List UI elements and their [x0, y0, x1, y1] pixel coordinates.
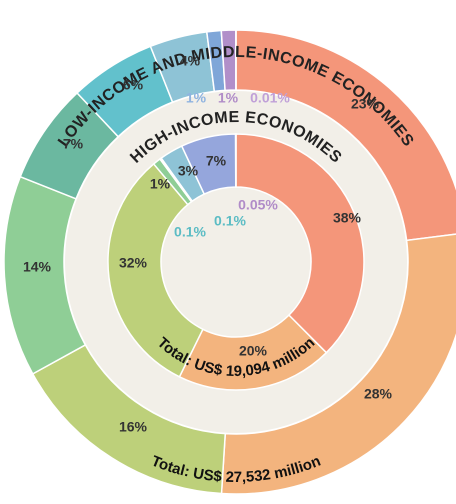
value-label: 4% — [180, 53, 201, 69]
value-label: 1% — [186, 90, 207, 106]
value-label: 0.05% — [238, 197, 278, 213]
value-label: 38% — [333, 210, 362, 226]
pie-slice — [107, 162, 204, 378]
pie-slice — [220, 233, 456, 495]
value-label: 0.1% — [174, 224, 206, 240]
pie-slice — [235, 29, 456, 242]
pie-slice — [235, 133, 365, 354]
value-label: 1% — [150, 176, 171, 192]
value-label: 6% — [123, 77, 144, 93]
value-label: 7% — [206, 153, 227, 169]
value-label: 28% — [364, 386, 393, 402]
value-label: 3% — [178, 163, 199, 179]
value-label: 23% — [351, 96, 380, 112]
value-label: 1% — [218, 90, 239, 106]
value-label: 32% — [119, 255, 148, 271]
value-label: 16% — [119, 419, 148, 435]
value-label: 0.01% — [250, 90, 290, 106]
value-label: 0.1% — [214, 213, 246, 229]
value-label: 7% — [63, 136, 84, 152]
value-label: 14% — [23, 259, 52, 275]
value-label: 20% — [239, 343, 268, 359]
